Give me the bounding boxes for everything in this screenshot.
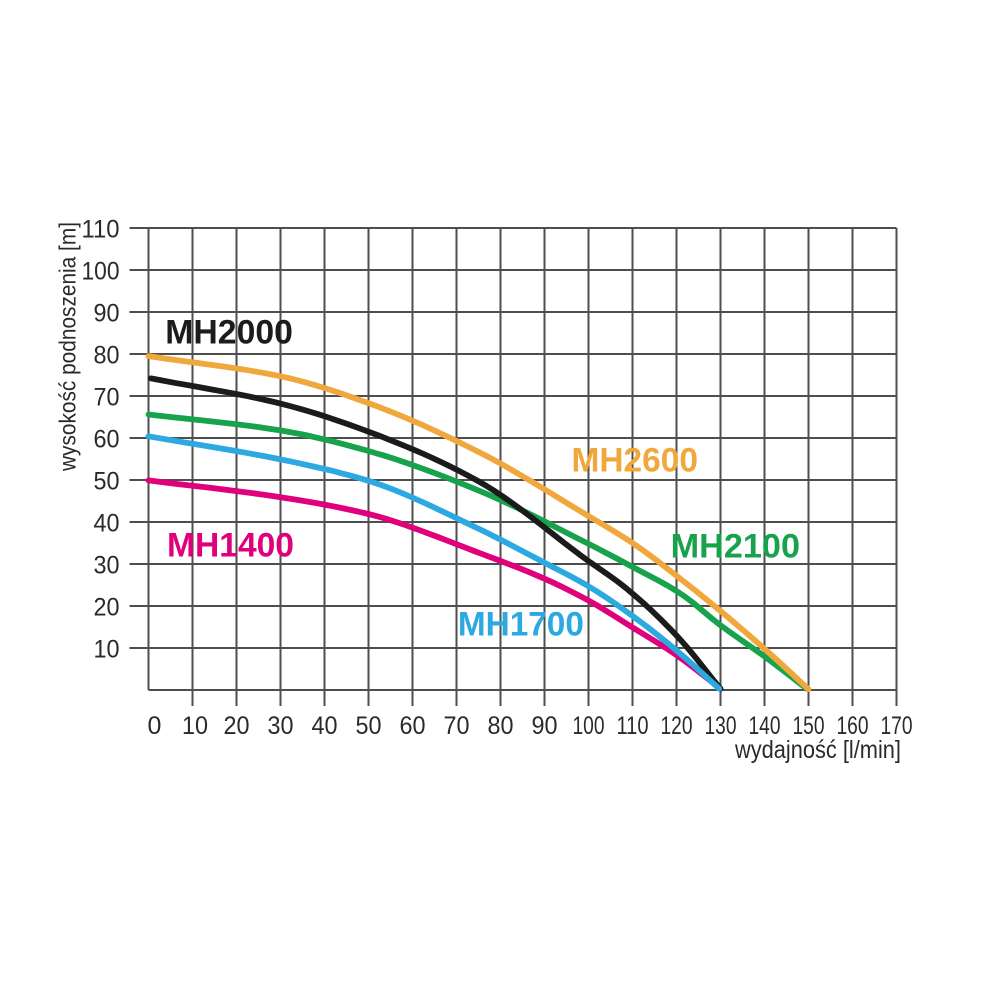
- svg-text:80: 80: [488, 712, 514, 740]
- svg-text:70: 70: [94, 384, 120, 412]
- svg-text:10: 10: [182, 712, 208, 740]
- svg-text:140: 140: [749, 712, 781, 740]
- svg-text:30: 30: [268, 712, 294, 740]
- svg-text:110: 110: [82, 216, 120, 244]
- svg-text:50: 50: [356, 712, 382, 740]
- svg-text:MH1700: MH1700: [458, 606, 584, 644]
- svg-text:50: 50: [94, 468, 120, 496]
- svg-text:40: 40: [312, 712, 338, 740]
- svg-text:20: 20: [94, 594, 120, 622]
- svg-text:90: 90: [532, 712, 558, 740]
- svg-text:wydajność [l/min]: wydajność [l/min]: [734, 736, 901, 764]
- svg-text:MH2100: MH2100: [671, 527, 800, 565]
- svg-text:90: 90: [94, 300, 120, 328]
- svg-text:40: 40: [94, 510, 120, 538]
- svg-text:10: 10: [94, 636, 120, 664]
- svg-text:20: 20: [224, 712, 250, 740]
- svg-text:120: 120: [661, 712, 693, 740]
- svg-text:70: 70: [444, 712, 470, 740]
- svg-text:MH2000: MH2000: [165, 313, 293, 351]
- svg-text:170: 170: [881, 712, 913, 740]
- svg-text:60: 60: [400, 712, 426, 740]
- svg-text:wysokość podnoszenia [m]: wysokość podnoszenia [m]: [55, 222, 81, 472]
- svg-text:MH1400: MH1400: [167, 526, 294, 564]
- svg-text:30: 30: [94, 552, 120, 580]
- svg-text:0: 0: [148, 712, 162, 740]
- svg-text:100: 100: [573, 712, 605, 740]
- svg-text:150: 150: [793, 712, 825, 740]
- svg-text:110: 110: [617, 712, 649, 740]
- svg-text:80: 80: [94, 342, 120, 370]
- svg-text:100: 100: [82, 258, 120, 286]
- svg-text:160: 160: [837, 712, 869, 740]
- svg-text:MH2600: MH2600: [572, 441, 699, 479]
- svg-text:60: 60: [94, 426, 120, 454]
- svg-text:130: 130: [705, 712, 737, 740]
